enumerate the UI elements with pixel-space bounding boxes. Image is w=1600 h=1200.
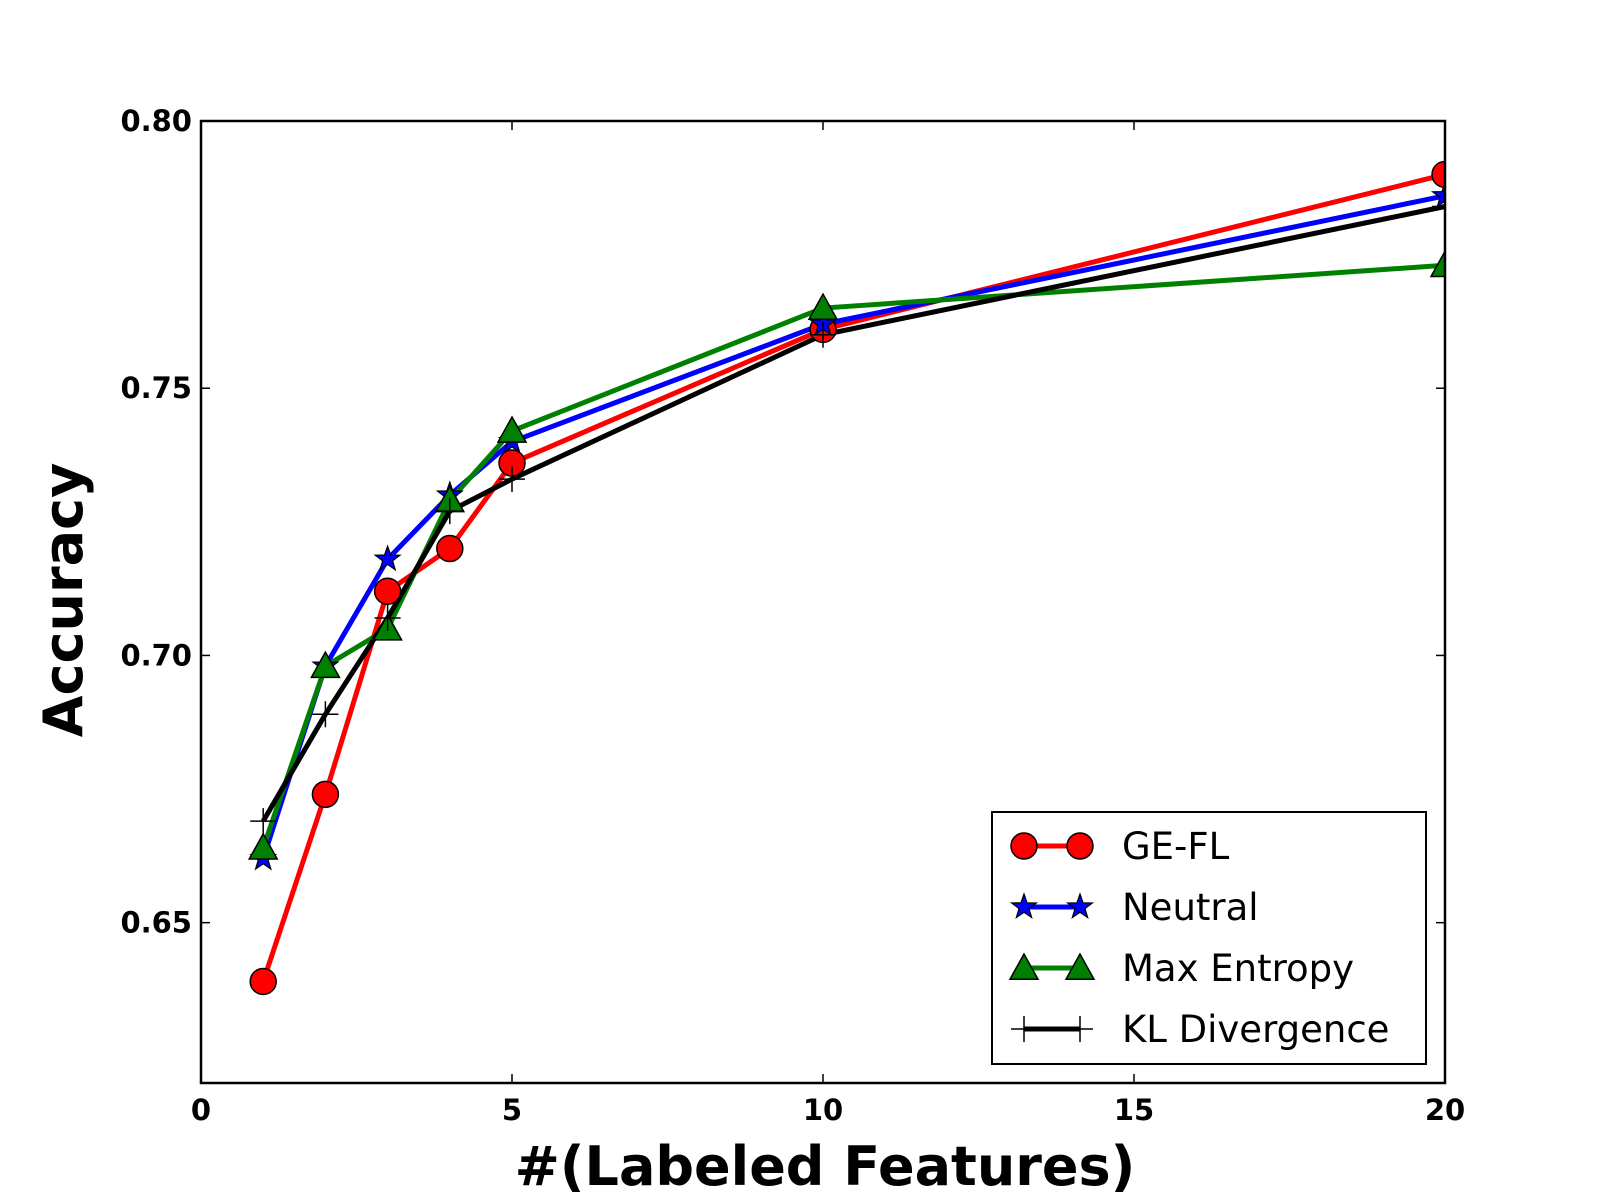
- data-point-2-4: [496, 415, 528, 443]
- data-point-2-0: [247, 832, 279, 860]
- data-point-0-6: [1431, 160, 1445, 189]
- plot-area: [247, 160, 1445, 996]
- data-point-2-5: [807, 292, 839, 321]
- x-tick-label-1: 5: [502, 1093, 522, 1127]
- x-tick-label-0: 0: [191, 1093, 211, 1127]
- legend-marker-a-0: [1010, 832, 1038, 860]
- data-point-0-2: [373, 577, 402, 606]
- legend-marker-b-1: [1065, 892, 1095, 919]
- data-point-3-6: [1432, 193, 1445, 220]
- series-line-3: [261, 204, 1445, 823]
- legend: GE-FL Neutral Max Entropy KL Divergence: [991, 811, 1427, 1065]
- data-point-2-6: [1429, 249, 1445, 278]
- x-tick-label-3: 15: [1114, 1093, 1154, 1127]
- legend-label-2: Max Entropy: [1122, 947, 1354, 990]
- legend-box: [991, 811, 1427, 1065]
- data-point-3-0: [250, 808, 277, 835]
- data-point-0-1: [311, 780, 340, 809]
- data-point-3-2: [374, 605, 401, 632]
- data-point-3-4: [499, 466, 525, 493]
- y-tick-label-0: 0.65: [120, 906, 192, 940]
- axis-ticks: 0 5 10 15 20 0.65 0.70 0.75 0.80: [120, 104, 1465, 1127]
- legend-label-1: Neutral: [1122, 886, 1259, 929]
- y-tick-label-2: 0.75: [120, 371, 192, 405]
- data-point-1-2: [373, 544, 402, 572]
- y-tick-label-3: 0.80: [120, 104, 192, 138]
- data-point-3-1: [312, 701, 339, 728]
- data-point-1-6: [1430, 180, 1445, 208]
- legend-marker-a-2: [1008, 952, 1040, 980]
- y-axis-title: Accuracy: [32, 463, 95, 738]
- legend-label-0: GE-FL: [1122, 825, 1230, 868]
- legend-marker-b-2: [1064, 952, 1096, 980]
- legend-marker-a-1: [1009, 892, 1039, 919]
- data-point-3-3: [436, 498, 463, 525]
- legend-marker-a-3: [1011, 1016, 1037, 1042]
- x-tick-label-4: 20: [1425, 1093, 1465, 1127]
- y-tick-label-1: 0.70: [120, 638, 192, 672]
- data-point-0-3: [436, 534, 464, 563]
- legend-marker-b-0: [1066, 832, 1094, 860]
- data-point-3-5: [810, 321, 836, 348]
- series-group: [247, 160, 1445, 996]
- data-point-0-0: [249, 967, 277, 996]
- legend-label-3: KL Divergence: [1122, 1008, 1389, 1051]
- data-point-2-1: [310, 650, 341, 679]
- legend-marker-b-3: [1067, 1016, 1093, 1042]
- x-axis-title: #(Labeled Features): [515, 1135, 1136, 1198]
- x-tick-label-2: 10: [803, 1093, 843, 1127]
